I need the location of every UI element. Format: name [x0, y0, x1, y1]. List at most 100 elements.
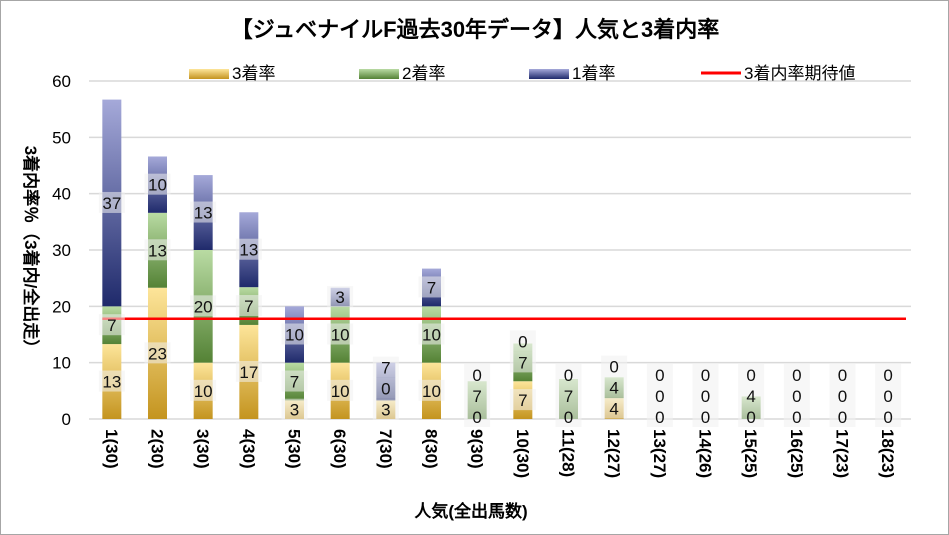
data-label-bg	[692, 406, 719, 427]
data-label-bg	[98, 314, 125, 336]
data-label-bg	[281, 323, 308, 345]
data-label: 23	[148, 344, 167, 363]
legend-swatch-2着率	[359, 69, 399, 79]
data-label-bg	[372, 377, 399, 399]
data-labels: 137371(30)2313102(30)1020133(30)177134(3…	[98, 173, 902, 478]
data-label: 7	[107, 316, 116, 335]
x-tick-label: 9(30)	[467, 429, 486, 469]
data-label: 10	[194, 382, 213, 401]
y-tick-label: 60	[52, 72, 71, 91]
data-label-bg	[783, 385, 810, 406]
data-label-bg	[555, 385, 582, 406]
data-label: 3	[290, 401, 299, 420]
y-tick-label: 0	[62, 410, 71, 429]
data-label: 7	[518, 391, 527, 410]
data-label-bg	[235, 238, 262, 260]
data-label-bg	[783, 364, 810, 385]
data-label-bg	[692, 385, 719, 406]
y-tick-label: 10	[52, 354, 71, 373]
data-label-bg	[418, 276, 445, 298]
data-label-bg	[646, 385, 673, 406]
data-label: 20	[194, 297, 213, 316]
data-label-bg	[98, 370, 125, 392]
data-label-bg	[783, 406, 810, 427]
data-label: 0	[838, 366, 847, 385]
data-label-bg	[509, 389, 536, 411]
data-label: 13	[102, 373, 121, 392]
data-label-bg	[601, 397, 628, 419]
data-label: 7	[290, 373, 299, 392]
data-label-bg	[372, 356, 399, 378]
x-tick-label: 16(25)	[787, 429, 806, 478]
data-label: 0	[472, 366, 481, 385]
data-label-bg	[875, 406, 902, 427]
data-label: 7	[564, 387, 573, 406]
data-label-bg	[327, 286, 354, 308]
data-label-bg	[372, 398, 399, 420]
y-tick-label: 40	[52, 185, 71, 204]
data-label: 0	[746, 408, 755, 427]
data-label: 4	[746, 387, 755, 406]
legend-label: 3着内率期待値	[744, 64, 855, 83]
data-label-bg	[190, 201, 217, 223]
data-label: 0	[701, 387, 710, 406]
legend-swatch-1着率	[529, 69, 569, 79]
x-tick-label: 15(25)	[741, 429, 760, 478]
data-label-bg	[738, 406, 765, 427]
data-label: 0	[701, 366, 710, 385]
data-label-bg	[190, 295, 217, 317]
data-label: 7	[472, 387, 481, 406]
data-label: 0	[838, 408, 847, 427]
data-label-bg	[646, 364, 673, 385]
data-label-bg	[418, 379, 445, 401]
x-tick-label: 1(30)	[102, 429, 121, 469]
data-label-bg	[464, 385, 491, 406]
data-label-bg	[829, 406, 856, 427]
data-label-bg	[464, 364, 491, 385]
data-label: 0	[381, 380, 390, 399]
data-label: 0	[883, 366, 892, 385]
data-label-bg	[464, 406, 491, 427]
legend-label: 3着率	[232, 64, 275, 83]
x-tick-label: 3(30)	[193, 429, 212, 469]
data-label-bg	[875, 385, 902, 406]
data-label: 0	[792, 366, 801, 385]
y-axis-title: 3着内率％（3着内/全出走）	[21, 146, 41, 357]
data-label: 4	[609, 379, 618, 398]
data-label-bg	[738, 364, 765, 385]
data-label-bg	[235, 295, 262, 317]
data-label-bg	[327, 379, 354, 401]
data-label: 13	[239, 241, 258, 260]
data-label: 0	[883, 408, 892, 427]
y-tick-label: 50	[52, 128, 71, 147]
data-label-bg	[738, 385, 765, 406]
x-tick-label: 11(28)	[559, 429, 578, 477]
data-label: 0	[564, 366, 573, 385]
data-label-bg	[829, 385, 856, 406]
data-label: 0	[518, 332, 527, 351]
data-label: 7	[518, 353, 527, 372]
data-label: 3	[381, 401, 390, 420]
data-label: 13	[194, 204, 213, 223]
data-label-bg	[281, 370, 308, 392]
data-label: 3	[335, 288, 344, 307]
x-tick-label: 17(23)	[833, 429, 852, 478]
data-label: 0	[655, 366, 664, 385]
x-tick-label: 5(30)	[285, 429, 304, 469]
data-label-bg	[327, 323, 354, 345]
x-tick-label: 8(30)	[422, 429, 441, 469]
data-label: 7	[427, 278, 436, 297]
data-label-bg	[875, 364, 902, 385]
data-label: 0	[564, 408, 573, 427]
data-label: 7	[381, 359, 390, 378]
data-label-bg	[829, 364, 856, 385]
data-label: 17	[239, 363, 258, 382]
data-label: 0	[701, 408, 710, 427]
data-label: 0	[472, 408, 481, 427]
data-label: 10	[331, 382, 350, 401]
data-label: 37	[102, 194, 121, 213]
y-tick-label: 20	[52, 297, 71, 316]
y-tick-label: 30	[52, 241, 71, 260]
